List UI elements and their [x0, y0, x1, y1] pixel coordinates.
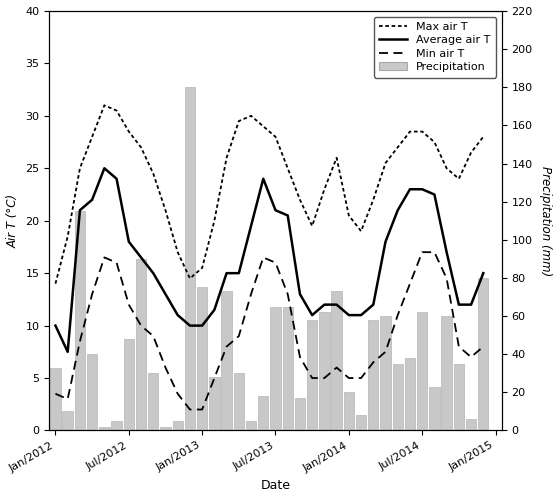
Legend: Max air T, Average air T, Min air T, Precipitation: Max air T, Average air T, Min air T, Pre…	[374, 16, 496, 78]
X-axis label: Date: Date	[260, 479, 291, 492]
Bar	[63, 411, 73, 431]
Bar	[50, 368, 61, 431]
Bar	[148, 373, 158, 431]
Bar	[405, 358, 415, 431]
Bar	[344, 392, 354, 431]
Bar	[307, 320, 318, 431]
Bar	[209, 377, 220, 431]
Bar	[380, 316, 391, 431]
Bar	[99, 427, 110, 431]
Bar	[319, 312, 330, 431]
Bar	[124, 339, 134, 431]
Bar	[392, 364, 403, 431]
Bar	[417, 312, 428, 431]
Bar	[478, 278, 489, 431]
Bar	[466, 419, 476, 431]
Bar	[356, 415, 366, 431]
Bar	[331, 291, 342, 431]
Bar	[282, 306, 293, 431]
Bar	[271, 306, 281, 431]
Y-axis label: Air T (°C): Air T (°C)	[7, 194, 20, 248]
Bar	[197, 287, 207, 431]
Bar	[234, 373, 244, 431]
Bar	[429, 387, 439, 431]
Bar	[160, 427, 170, 431]
Bar	[173, 421, 183, 431]
Bar	[368, 320, 378, 431]
Y-axis label: Precipitation (mm): Precipitation (mm)	[539, 166, 552, 276]
Bar	[184, 87, 195, 431]
Bar	[75, 211, 85, 431]
Bar	[295, 398, 305, 431]
Bar	[454, 364, 464, 431]
Bar	[111, 421, 122, 431]
Bar	[246, 421, 256, 431]
Bar	[258, 396, 268, 431]
Bar	[136, 259, 146, 431]
Bar	[87, 354, 97, 431]
Bar	[442, 316, 452, 431]
Bar	[221, 291, 232, 431]
